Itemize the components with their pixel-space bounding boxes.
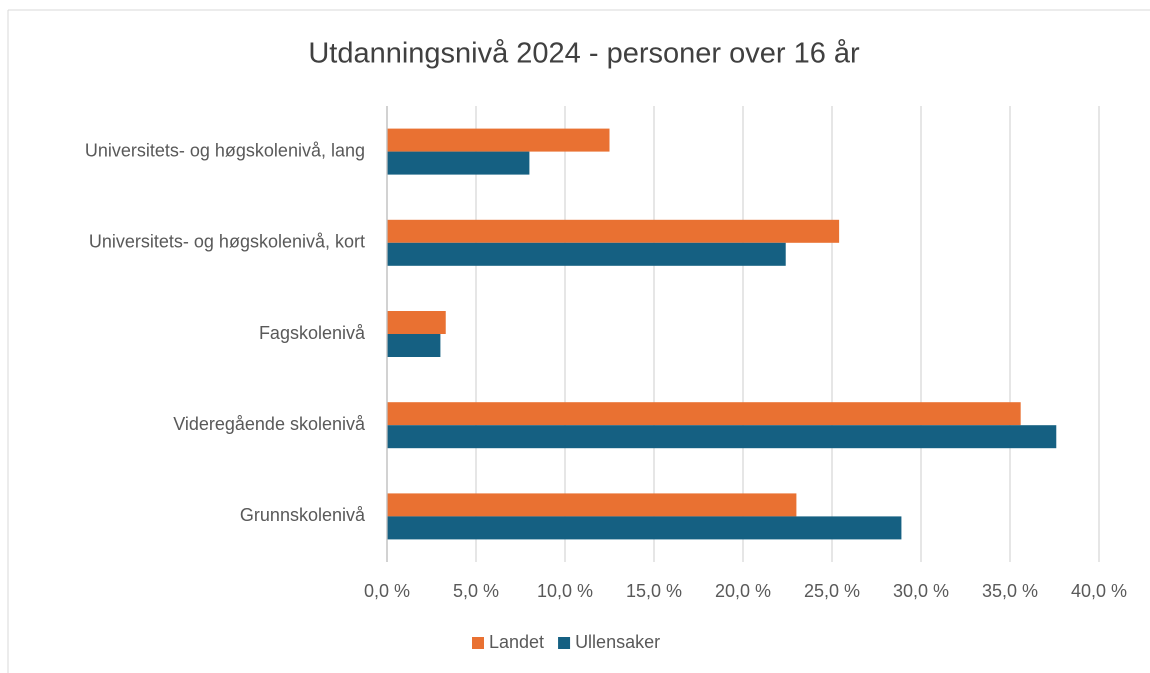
x-tick-label: 25,0 % xyxy=(804,581,860,601)
legend-swatch xyxy=(472,637,484,649)
y-tick-label: Universitets- og høgskolenivå, kort xyxy=(89,232,365,252)
x-tick-label: 5,0 % xyxy=(453,581,499,601)
y-tick-label: Grunnskolenivå xyxy=(240,505,366,525)
x-tick-label: 30,0 % xyxy=(893,581,949,601)
bar xyxy=(387,334,441,357)
bar xyxy=(387,219,840,243)
bar xyxy=(387,151,530,175)
chart-title: Utdanningsnivå 2024 - personer over 16 å… xyxy=(308,38,860,70)
bar xyxy=(387,311,446,334)
bar xyxy=(387,242,786,266)
bar xyxy=(387,128,610,152)
legend-swatch xyxy=(558,637,571,649)
legend-label: Ullensaker xyxy=(575,632,660,652)
bar xyxy=(387,402,1021,426)
bar xyxy=(387,425,1057,449)
y-tick-label: Universitets- og høgskolenivå, lang xyxy=(85,140,365,160)
x-tick-label: 10,0 % xyxy=(537,581,593,601)
bar xyxy=(387,516,902,540)
bar xyxy=(387,493,797,517)
x-tick-label: 0,0 % xyxy=(364,581,410,601)
y-tick-label: Videregående skolenivå xyxy=(173,414,366,434)
y-tick-label: Fagskolenivå xyxy=(259,323,366,343)
legend-label: Landet xyxy=(489,632,544,652)
x-tick-label: 15,0 % xyxy=(626,581,682,601)
x-tick-label: 20,0 % xyxy=(715,581,771,601)
x-tick-label: 35,0 % xyxy=(982,581,1038,601)
x-tick-label: 40,0 % xyxy=(1071,581,1127,601)
